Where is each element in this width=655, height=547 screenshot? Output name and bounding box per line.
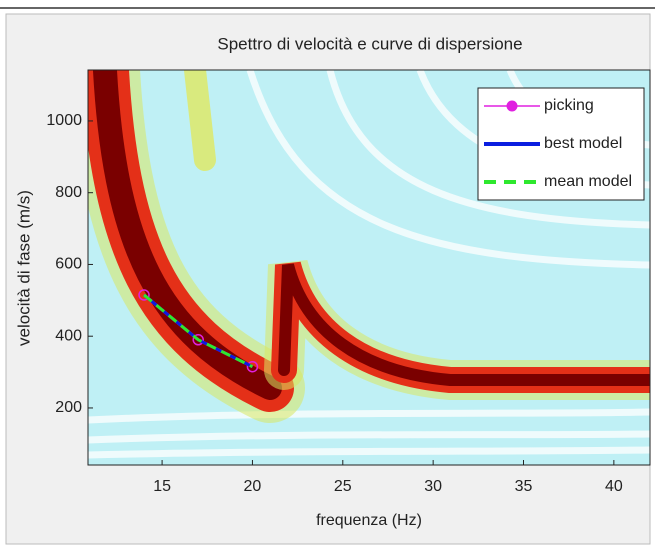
spectrum-ridges [88,70,650,423]
y-tick-label: 800 [55,184,82,201]
x-tick-label: 25 [334,478,352,495]
x-axis-label: frequenza (Hz) [316,512,422,529]
series-line [143,293,254,369]
legend: picking best model mean model [477,87,645,201]
y-tick-label: 200 [55,399,82,416]
x-tick-label: 20 [244,478,262,495]
plot-frame [87,69,651,466]
x-tick-label: 40 [605,478,623,495]
x-tick-label: 15 [153,478,171,495]
spectrum-image [88,70,650,465]
y-tick-label: 400 [55,327,82,344]
x-tick-label: 30 [424,478,442,495]
chart-title: Spettro di velocità e curve di dispersio… [217,34,522,53]
y-axis-label: velocità di fase (m/s) [14,190,33,346]
legend-label: best model [544,135,622,152]
x-tick-label: 35 [515,478,533,495]
legend-label: picking [544,97,594,114]
series-marker [138,289,150,301]
legend-label: mean model [544,173,632,190]
series-marker [192,334,204,346]
legend-marker [506,100,518,112]
y-tick-label: 1000 [46,112,82,129]
y-tick-label: 600 [55,256,82,273]
series-marker [246,360,259,373]
